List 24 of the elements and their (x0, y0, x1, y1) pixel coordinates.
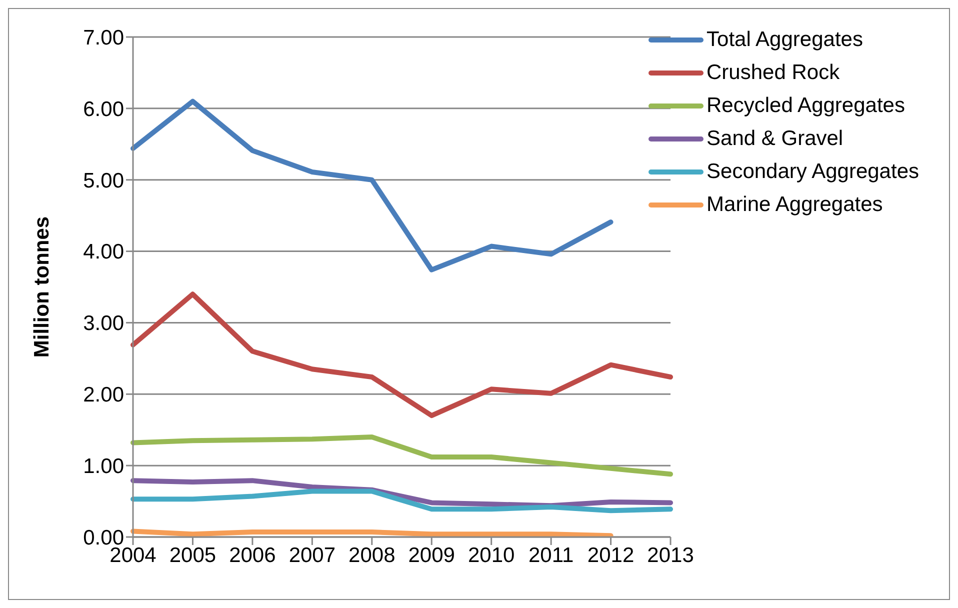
x-tick-label: 2005 (169, 544, 216, 567)
y-tick-label: 6.00 (83, 98, 124, 121)
legend-label: Crushed Rock (706, 60, 840, 84)
legend-label: Sand & Gravel (706, 126, 844, 150)
y-tick-label: 5.00 (83, 169, 124, 192)
y-tick-label: 1.00 (83, 455, 124, 478)
x-tick-label: 2008 (348, 544, 396, 567)
x-tick-label: 2006 (229, 544, 276, 567)
legend-label: Secondary Aggregates (706, 160, 919, 184)
x-tick-label: 2013 (647, 544, 694, 567)
x-tick-label: 2010 (468, 544, 515, 567)
x-tick-label: 2004 (110, 544, 157, 567)
y-tick-label: 4.00 (83, 240, 124, 264)
legend-label: Recycled Aggregates (706, 94, 905, 118)
legend-label: Total Aggregates (706, 28, 863, 52)
y-tick-label: 7.00 (83, 26, 124, 50)
legend-label: Marine Aggregates (706, 192, 883, 216)
y-tick-label: 3.00 (83, 312, 124, 336)
x-tick-label: 2009 (408, 544, 455, 567)
y-tick-label: 2.00 (83, 384, 124, 407)
x-tick-label: 2011 (528, 544, 574, 567)
x-tick-label: 2007 (288, 544, 336, 567)
y-axis-title: Million tonnes (30, 216, 54, 358)
x-tick-label: 2012 (587, 544, 634, 567)
